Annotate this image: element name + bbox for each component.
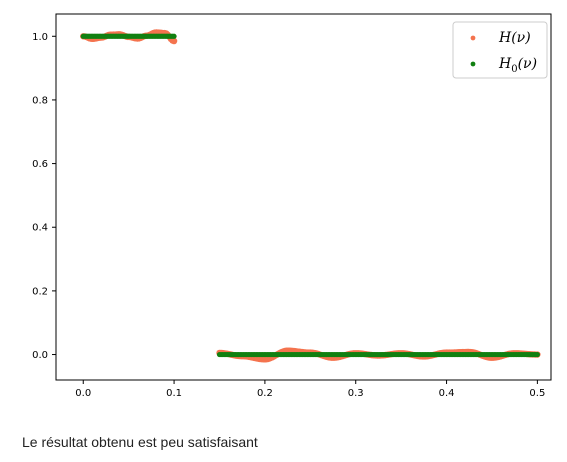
legend-marker-0 — [470, 35, 476, 41]
caption-text: Le résultat obtenu est peu satisfaisant — [22, 434, 258, 450]
data-layer — [80, 29, 541, 363]
axis-layer: 0.0 0.1 0.2 0.3 0.4 0.5 0.0 0.2 0.4 0.6 0.8 1.0 — [32, 32, 545, 399]
y-tick-label-5: 1.0 — [32, 32, 48, 43]
y-tick-label-0: 0.0 — [32, 350, 48, 361]
y-tick-label-2: 0.4 — [32, 223, 48, 234]
y-tick-label-4: 0.8 — [32, 95, 48, 106]
series-1 — [80, 33, 540, 358]
y-tick-label-3: 0.6 — [32, 159, 48, 170]
y-tick-label-1: 0.2 — [32, 286, 48, 297]
x-tick-label-5: 0.5 — [529, 388, 545, 399]
legend: H(ν) H0(ν) — [452, 21, 548, 79]
plot-frame — [55, 13, 552, 381]
legend-label-0: H(ν) — [498, 30, 531, 46]
x-tick-label-2: 0.2 — [257, 388, 273, 399]
x-tick-label-1: 0.1 — [166, 388, 182, 399]
legend-marker-1 — [470, 61, 476, 67]
chart: 0.0 0.1 0.2 0.3 0.4 0.5 0.0 0.2 0.4 0.6 0.8 1.0 H(ν… — [32, 13, 552, 399]
point-series-1-seg-1-199 — [534, 351, 540, 358]
point-series-0-seg-0-57 — [170, 37, 178, 45]
legend-label-1: H0(ν) — [498, 56, 537, 75]
x-tick-label-0: 0.0 — [75, 388, 91, 399]
x-tick-label-3: 0.3 — [348, 388, 364, 399]
legend-box — [452, 21, 548, 79]
point-series-1-seg-0-57 — [171, 33, 177, 39]
x-tick-label-4: 0.4 — [439, 388, 455, 399]
